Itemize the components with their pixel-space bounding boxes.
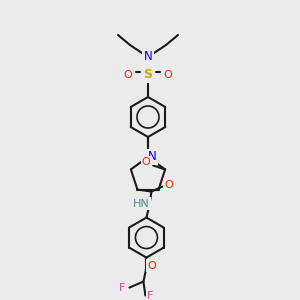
Text: O: O	[142, 158, 151, 167]
Text: F: F	[119, 283, 126, 292]
Text: O: O	[124, 70, 132, 80]
Text: O: O	[164, 180, 173, 190]
Text: O: O	[147, 261, 156, 271]
Text: O: O	[164, 70, 172, 80]
Text: HN: HN	[133, 199, 150, 208]
Text: S: S	[143, 68, 152, 82]
Text: N: N	[148, 151, 156, 164]
Text: N: N	[144, 50, 152, 62]
Text: F: F	[147, 291, 154, 300]
